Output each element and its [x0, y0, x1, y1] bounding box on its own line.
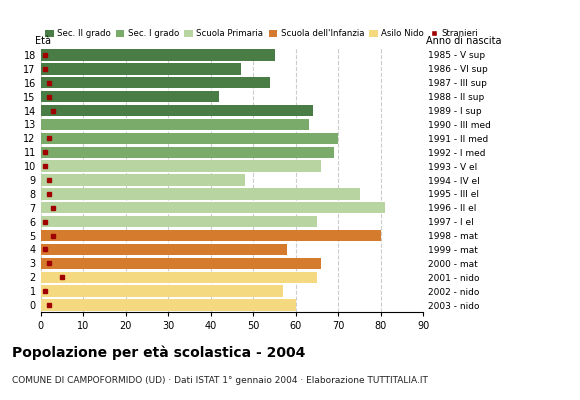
Bar: [41, 49, 274, 61]
Bar: [41, 272, 317, 283]
Bar: [41, 160, 321, 172]
Text: Anno di nascita: Anno di nascita: [426, 36, 502, 46]
Bar: [41, 105, 313, 116]
Bar: [41, 188, 360, 200]
Bar: [41, 146, 334, 158]
Legend: Sec. II grado, Sec. I grado, Scuola Primaria, Scuola dell'Infanzia, Asilo Nido, : Sec. II grado, Sec. I grado, Scuola Prim…: [45, 30, 478, 38]
Bar: [41, 202, 385, 214]
Bar: [41, 286, 283, 297]
Text: Età: Età: [35, 36, 51, 46]
Bar: [41, 91, 219, 102]
Text: COMUNE DI CAMPOFORMIDO (UD) · Dati ISTAT 1° gennaio 2004 · Elaborazione TUTTITAL: COMUNE DI CAMPOFORMIDO (UD) · Dati ISTAT…: [12, 376, 427, 385]
Bar: [41, 133, 338, 144]
Bar: [41, 258, 321, 269]
Bar: [41, 77, 270, 88]
Bar: [41, 230, 381, 241]
Bar: [41, 63, 241, 74]
Bar: [41, 299, 296, 311]
Bar: [41, 244, 287, 255]
Text: Popolazione per età scolastica - 2004: Popolazione per età scolastica - 2004: [12, 346, 305, 360]
Bar: [41, 216, 317, 227]
Bar: [41, 174, 245, 186]
Bar: [41, 119, 309, 130]
